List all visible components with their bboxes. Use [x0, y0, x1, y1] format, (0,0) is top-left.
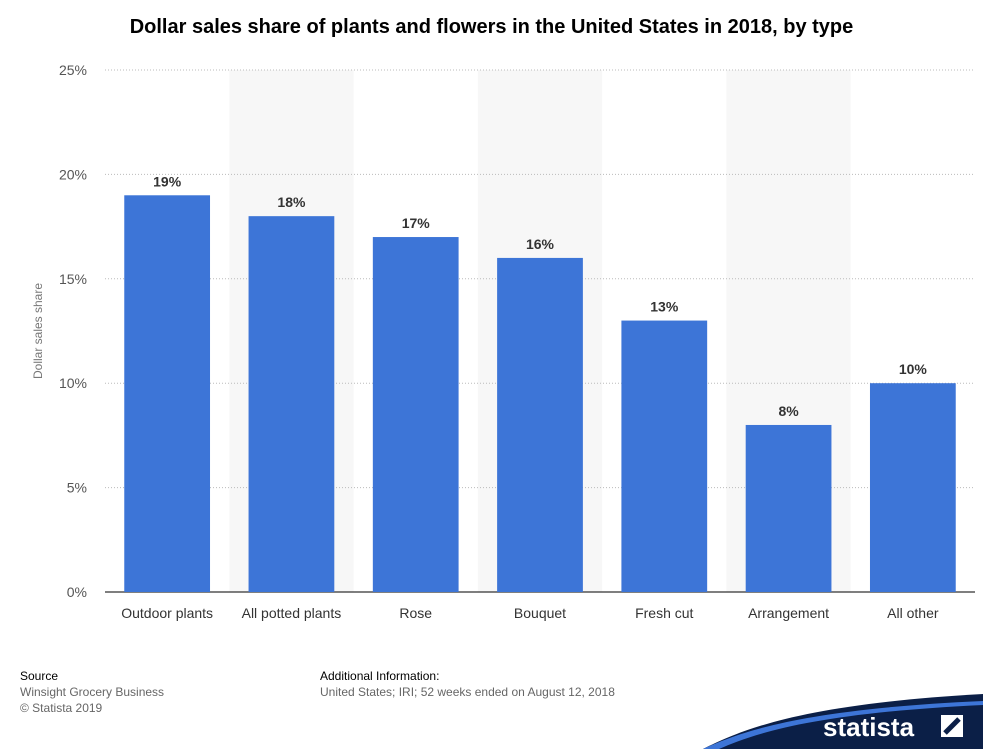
value-label: 16%	[526, 236, 555, 252]
y-tick-label: 0%	[67, 584, 87, 600]
y-tick-label: 15%	[59, 271, 87, 287]
value-label: 8%	[778, 403, 799, 419]
bar[interactable]	[248, 216, 335, 592]
statista-logo[interactable]: statista	[683, 679, 983, 749]
source-label: Source	[20, 669, 59, 683]
x-tick-label: Fresh cut	[635, 605, 693, 621]
bar[interactable]	[745, 424, 832, 592]
statista-logo-text: statista	[823, 712, 915, 742]
value-label: 18%	[277, 194, 306, 210]
chart-title: Dollar sales share of plants and flowers…	[129, 16, 854, 38]
y-tick-label: 25%	[59, 62, 87, 78]
value-label: 17%	[402, 215, 431, 231]
y-tick-label: 5%	[67, 480, 87, 496]
statista-logo-mark-icon	[941, 715, 963, 737]
y-axis-label: Dollar sales share	[31, 283, 45, 379]
bar[interactable]	[372, 237, 459, 593]
bar[interactable]	[124, 195, 211, 592]
source-line2: © Statista 2019	[20, 701, 103, 715]
x-tick-label: Arrangement	[748, 605, 829, 621]
x-tick-label: All potted plants	[242, 605, 342, 621]
bar[interactable]	[497, 257, 583, 592]
bar[interactable]	[621, 320, 708, 592]
y-tick-labels: 0% 5% 10% 15% 20% 25%	[59, 62, 87, 600]
source-block: Source Winsight Grocery Business © Stati…	[20, 668, 164, 716]
value-labels: 19% 18% 17% 16% 13% 8% 10%	[153, 173, 927, 419]
x-tick-label: Outdoor plants	[121, 605, 213, 621]
source-line1[interactable]: Winsight Grocery Business	[20, 685, 165, 699]
value-label: 13%	[650, 299, 679, 315]
bar-chart: 0% 5% 10% 15% 20% 25% 19% 18% 17% 16% 13% 8% 10% Ou…	[31, 62, 975, 621]
x-tick-label: Rose	[399, 605, 432, 621]
bar[interactable]	[869, 383, 956, 592]
value-label: 10%	[899, 361, 928, 377]
x-tick-label: All other	[887, 605, 939, 621]
x-tick-label: Bouquet	[514, 605, 566, 621]
y-tick-label: 20%	[59, 166, 87, 182]
info-block: Additional Information: United States; I…	[320, 668, 615, 700]
bars	[124, 195, 956, 593]
info-text: United States; IRI; 52 weeks ended on Au…	[320, 685, 615, 699]
info-label: Additional Information:	[320, 669, 440, 683]
value-label: 19%	[153, 173, 182, 189]
x-tick-labels: Outdoor plants All potted plants Rose Bouqu…	[121, 605, 939, 621]
y-tick-label: 10%	[59, 375, 87, 391]
